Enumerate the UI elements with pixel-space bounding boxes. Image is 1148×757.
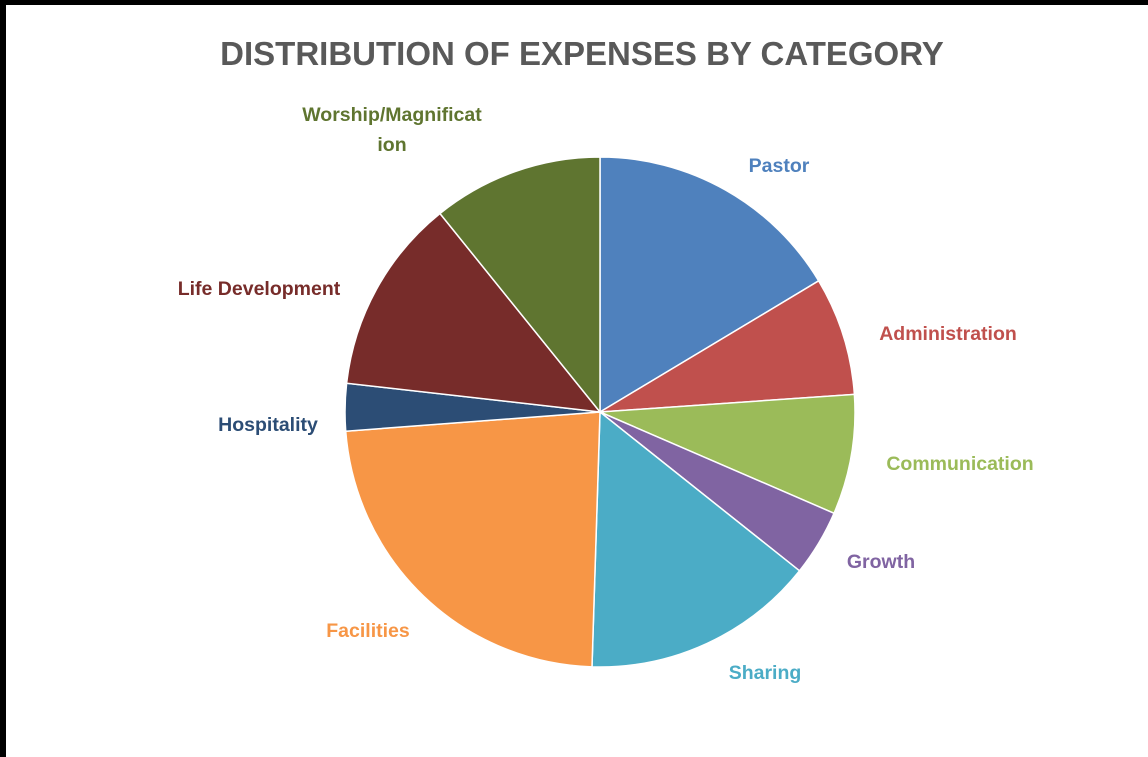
slice-label-administration: Administration (879, 323, 1017, 345)
pie-slice-administration (599, 279, 856, 413)
pie-labels: Pastor Administration Communication Growth S… (178, 104, 1034, 684)
slice-label-facilities: Facilities (326, 620, 410, 642)
slice-label-growth: Growth (847, 551, 915, 573)
slice-label-life-development: Life Development (178, 278, 341, 300)
slice-label-sharing: Sharing (729, 662, 802, 684)
slice-label-hospitality: Hospitality (218, 414, 318, 436)
slice-label-pastor: Pastor (749, 155, 810, 177)
pie-slice-facilities (344, 411, 601, 668)
pie-slice-communication (599, 393, 856, 515)
slice-label-worship-magnification: Worship/Magnificat ion (302, 104, 482, 156)
pie-slice-worship-magnification (438, 156, 601, 415)
pie-slice-life-development (345, 212, 602, 413)
pie-slice-pastor (599, 156, 820, 414)
pie-slices (344, 156, 856, 668)
slice-label-communication: Communication (886, 453, 1033, 475)
chart-title: DISTRIBUTION OF EXPENSES BY CATEGORY (220, 35, 944, 72)
pie-slice-sharing (591, 410, 801, 668)
